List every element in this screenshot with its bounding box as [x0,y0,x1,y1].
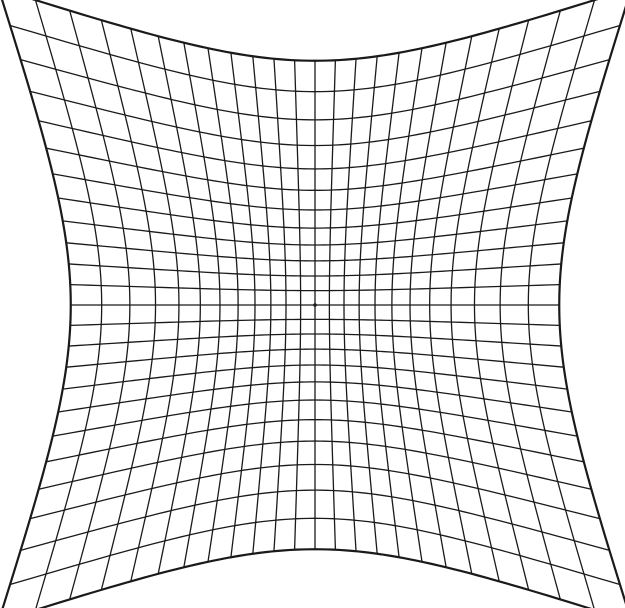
grid-line-horizontal [19,489,611,551]
grid-line-vertical [527,0,596,608]
grid-line-vertical [499,9,561,601]
grid-border-vertical [558,5,625,605]
grid-line-horizontal [38,440,592,490]
grid-line-horizontal [9,517,621,586]
grid-line-horizontal [29,463,601,520]
center-point [313,303,317,307]
grid-border-horizontal [38,548,592,608]
grid-line-vertical [473,19,530,591]
